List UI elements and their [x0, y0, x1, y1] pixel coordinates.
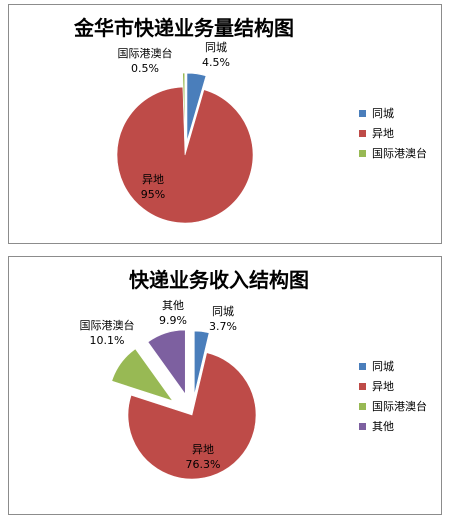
legend-label-2: 国际港澳台 — [372, 399, 427, 413]
data-label-2: 国际港澳台 0.5% — [118, 46, 173, 75]
data-label-1: 异地 95% — [141, 173, 165, 201]
pie-slice-0 — [186, 72, 207, 142]
chart-panel-business-volume: 金华市快递业务量结构图 同城 4.5% 异地 95% 国际港澳台 0.5% 同城异地国际港澳台 — [8, 4, 442, 244]
data-label-0: 同城 4.5% — [202, 41, 230, 69]
pie-slice-0 — [194, 330, 210, 396]
legend-label-0: 同城 — [372, 107, 394, 120]
data-label-2: 国际港澳台 10.1% — [80, 318, 135, 347]
pie-slice-1 — [116, 86, 254, 224]
pie-slice-1 — [127, 352, 257, 480]
legend-swatch-0 — [359, 363, 366, 370]
pie-slice-2 — [182, 72, 186, 142]
legend-label-0: 同城 — [372, 360, 394, 373]
chart-title: 金华市快递业务量结构图 — [73, 16, 294, 40]
pie-slice-3 — [147, 329, 186, 395]
chart-title: 快递业务收入结构图 — [129, 268, 309, 292]
legend-swatch-2 — [359, 150, 366, 157]
data-label-3: 其他 9.9% — [159, 299, 187, 327]
legend-swatch-1 — [359, 383, 366, 390]
data-label-0: 同城 3.7% — [209, 305, 237, 333]
legend-label-1: 异地 — [372, 380, 394, 393]
legend-swatch-0 — [359, 110, 366, 117]
data-label-1: 异地 76.3% — [186, 443, 221, 471]
pie-slice-2 — [111, 348, 174, 402]
chart-panel-business-revenue: 快递业务收入结构图同城 3.7% 异地 76.3% 国际港澳台 10.1% 其他 9.9% 同城… — [8, 256, 442, 515]
legend-label-1: 异地 — [372, 127, 394, 140]
legend-swatch-2 — [359, 403, 366, 410]
legend-label-3: 其他 — [372, 420, 394, 433]
legend-label-2: 国际港澳台 — [372, 146, 427, 160]
legend-swatch-1 — [359, 130, 366, 137]
legend-swatch-3 — [359, 423, 366, 430]
